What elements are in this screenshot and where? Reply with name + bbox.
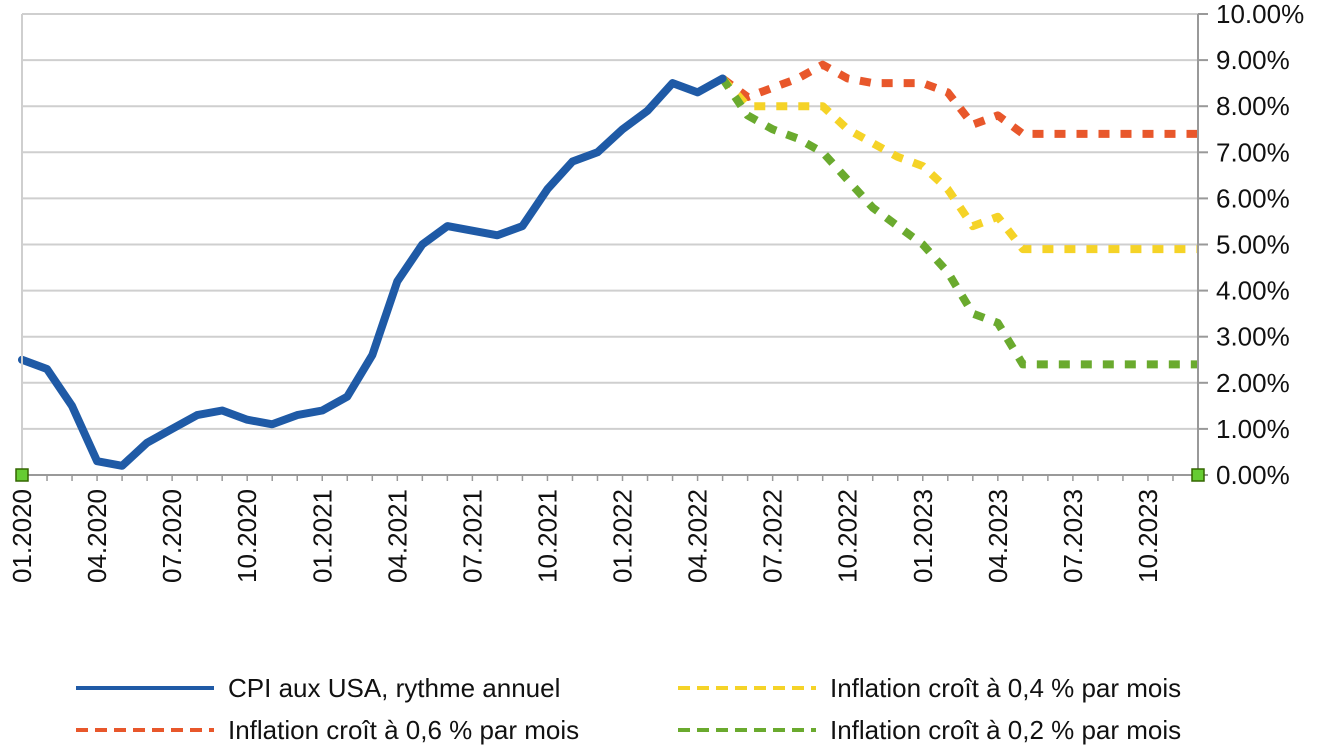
legend-label: CPI aux USA, rythme annuel bbox=[228, 673, 560, 703]
x-tick-label: 10.2022 bbox=[833, 489, 863, 583]
x-tick-label: 01.2022 bbox=[608, 489, 638, 583]
x-tick-label: 04.2020 bbox=[82, 489, 112, 583]
x-tick-label: 07.2023 bbox=[1058, 489, 1088, 583]
legend-label: Inflation croît à 0,6 % par mois bbox=[228, 715, 579, 745]
y-tick-label: 10.00% bbox=[1216, 0, 1304, 29]
x-tick-label: 01.2020 bbox=[7, 489, 37, 583]
legend: CPI aux USA, rythme annuel Inflation croî… bbox=[76, 673, 1181, 745]
series-line-0 bbox=[18, 74, 727, 470]
y-tick-label: 0.00% bbox=[1216, 460, 1290, 490]
gridlines bbox=[22, 13, 1198, 476]
series-line-3 bbox=[719, 76, 1198, 369]
legend-item: Inflation croît à 0,6 % par mois bbox=[76, 715, 579, 745]
series-line-2 bbox=[719, 75, 1198, 254]
x-tick-label: 07.2022 bbox=[758, 489, 788, 583]
x-tick-label: 10.2023 bbox=[1133, 489, 1163, 583]
y-tick-label: 3.00% bbox=[1216, 322, 1290, 352]
y-tick-label: 7.00% bbox=[1216, 137, 1290, 167]
y-tick-label: 2.00% bbox=[1216, 368, 1290, 398]
legend-label: Inflation croît à 0,4 % par mois bbox=[830, 673, 1181, 703]
x-tick-label: 04.2023 bbox=[983, 489, 1013, 583]
x-tick-label: 10.2021 bbox=[532, 489, 562, 583]
x-tick-label: 10.2020 bbox=[232, 489, 262, 583]
y-tick-label: 6.00% bbox=[1216, 183, 1290, 213]
y-tick-label: 5.00% bbox=[1216, 230, 1290, 260]
y-tick-label: 9.00% bbox=[1216, 45, 1290, 75]
series-line-1 bbox=[720, 60, 1198, 138]
x-tick-label: 01.2023 bbox=[908, 489, 938, 583]
legend-item: CPI aux USA, rythme annuel bbox=[76, 673, 560, 703]
x-tick-label: 07.2020 bbox=[157, 489, 187, 583]
x-tick-label: 04.2022 bbox=[683, 489, 713, 583]
legend-label: Inflation croît à 0,2 % par mois bbox=[830, 715, 1181, 745]
selection-handles bbox=[15, 468, 1205, 482]
series-lines bbox=[18, 60, 1198, 470]
selection-handle[interactable] bbox=[1191, 468, 1205, 482]
selection-handle[interactable] bbox=[15, 468, 29, 482]
legend-item: Inflation croît à 0,4 % par mois bbox=[678, 673, 1181, 703]
y-tick-label: 1.00% bbox=[1216, 414, 1290, 444]
y-tick-label: 4.00% bbox=[1216, 276, 1290, 306]
x-tick-label: 07.2021 bbox=[457, 489, 487, 583]
y-tick-label: 8.00% bbox=[1216, 91, 1290, 121]
legend-item: Inflation croît à 0,2 % par mois bbox=[678, 715, 1181, 745]
x-tick-label: 01.2021 bbox=[307, 489, 337, 583]
x-tick-label: 04.2021 bbox=[382, 489, 412, 583]
axes: 0.00% 1.00% 2.00% 3.00% 4.00% 5.00% 6.00% 7.00%… bbox=[7, 0, 1304, 583]
